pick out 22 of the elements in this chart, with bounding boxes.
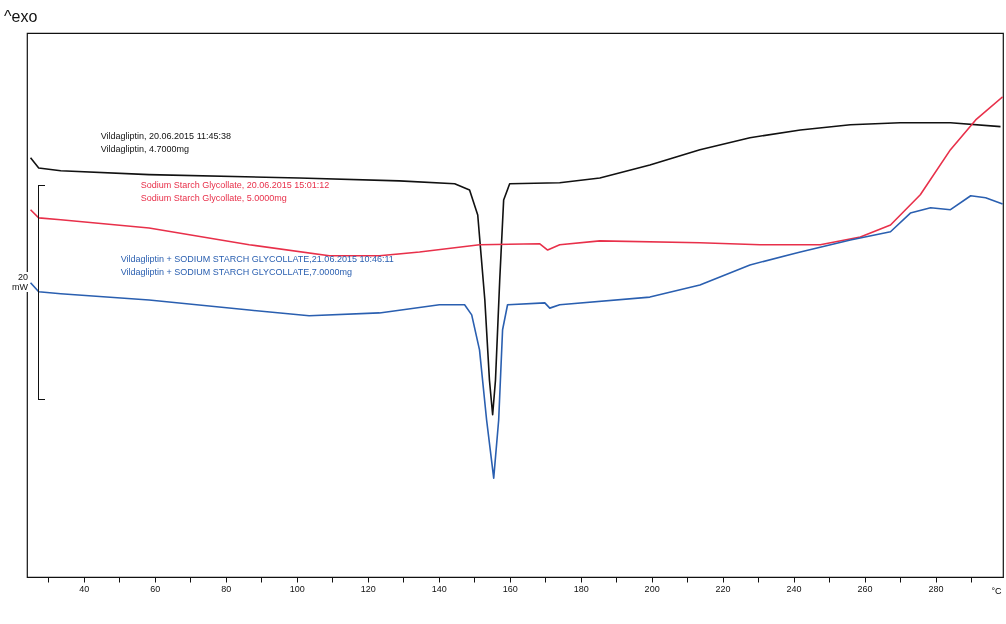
annotation: Vildagliptin, 4.7000mg bbox=[100, 143, 190, 154]
x-tick-label: 160 bbox=[502, 583, 518, 594]
x-tick-label: 220 bbox=[715, 583, 731, 594]
text: Sodium Starch Glycollate, 20.06.2015 15:01:12 bbox=[140, 179, 330, 190]
x-tick-label: 100 bbox=[289, 583, 305, 594]
text: ^exo bbox=[4, 8, 38, 26]
x-axis-title: °C bbox=[991, 585, 1002, 596]
annotation: Sodium Starch Glycollate, 5.0000mg bbox=[140, 192, 287, 203]
annotation: Vildagliptin + SODIUM STARCH GLYCOLLATE,7.0000mg bbox=[120, 266, 352, 277]
x-tick-label: 40 bbox=[79, 583, 90, 594]
x-tick-label: 120 bbox=[360, 583, 376, 594]
x-tick-label: 60 bbox=[150, 583, 161, 594]
x-tick-label: 200 bbox=[644, 583, 660, 594]
x-tick-label: 80 bbox=[221, 583, 232, 594]
x-tick-label: 280 bbox=[928, 583, 944, 594]
text: Vildagliptin + SODIUM STARCH GLYCOLLATE,21.06.2015 10:46:11 bbox=[120, 253, 394, 264]
x-tick-label: 180 bbox=[573, 583, 589, 594]
x-tick-label: 260 bbox=[857, 583, 873, 594]
x-tick-label: 140 bbox=[431, 583, 447, 594]
x-tick-label: 240 bbox=[786, 583, 802, 594]
annotation: 20 mW bbox=[2, 272, 28, 292]
text: Vildagliptin, 20.06.2015 11:45:38 bbox=[100, 130, 231, 141]
